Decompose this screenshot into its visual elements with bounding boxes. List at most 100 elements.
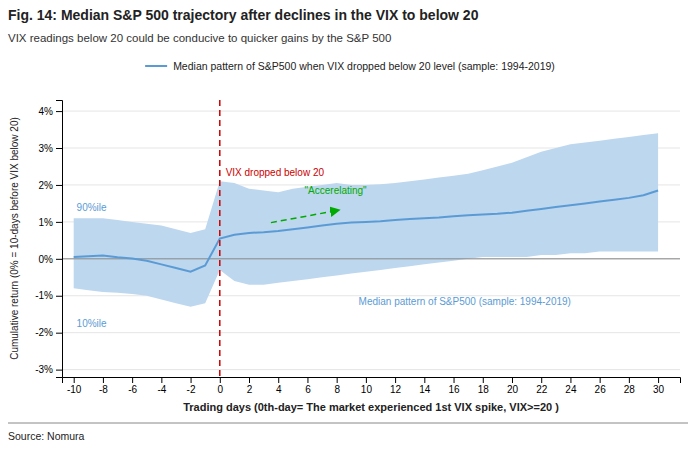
x-tick-mark	[220, 377, 221, 383]
source: Source: Nomura	[8, 430, 85, 442]
legend-swatch	[145, 65, 167, 67]
x-tick: 28	[624, 377, 636, 395]
zero-line	[62, 258, 680, 259]
x-tick-mark	[366, 377, 367, 383]
x-tick-mark	[191, 377, 192, 383]
separator	[8, 423, 688, 424]
x-tick-label: 8	[334, 384, 340, 395]
x-axis-title: Trading days (0th-day= The market experi…	[183, 401, 559, 413]
x-tick-mark	[629, 377, 630, 383]
grid-line	[62, 258, 680, 259]
x-tick-mark	[395, 377, 396, 383]
y-tick-label: -2%	[35, 327, 53, 338]
y-tick-mark	[56, 370, 62, 371]
y-axis-title: Cumulative return (0% = 10-days before V…	[9, 117, 20, 360]
x-tick-mark	[600, 377, 601, 383]
x-tick-label: 28	[624, 384, 636, 395]
annotations: VIX dropped below 20 "Accerelating" Median…	[77, 167, 571, 329]
x-tick: 26	[595, 377, 607, 395]
x-tick-label: 22	[536, 384, 548, 395]
x-tick-label: 12	[390, 384, 402, 395]
x-tick-mark	[74, 377, 75, 383]
grid	[62, 111, 680, 370]
x-tick-mark	[541, 377, 542, 383]
x-tick-label: 2	[247, 384, 253, 395]
x-tick: 0	[218, 377, 224, 395]
x-tick-mark	[454, 377, 455, 383]
legend: Median pattern of S&P500 when VIX droppe…	[145, 60, 555, 72]
x-tick-label: 0	[218, 384, 224, 395]
y-tick-label: -1%	[35, 290, 53, 301]
y-tick-label: 4%	[39, 106, 54, 117]
x-tick-label: 16	[448, 384, 460, 395]
y-tick: -2%	[35, 327, 62, 338]
x-tick-label: -2	[187, 384, 196, 395]
y-axis-line	[56, 101, 63, 378]
x-tick: 16	[448, 377, 460, 395]
y-tick-mark	[56, 333, 62, 334]
x-tick-label: 18	[478, 384, 490, 395]
x-tick: 10	[361, 377, 373, 395]
grid-line	[62, 332, 680, 333]
x-tick: 14	[419, 377, 431, 395]
y-tick-mark	[56, 148, 62, 149]
annotation: Median pattern of S&P500 (sample: 1994-2…	[359, 296, 571, 307]
x-tick: 30	[653, 377, 665, 395]
x-tick-mark	[570, 377, 571, 383]
y-tick: 3%	[39, 143, 62, 154]
annotation: 10%ile	[77, 318, 107, 329]
x-tick-label: 20	[507, 384, 519, 395]
x-tick-mark	[658, 377, 659, 383]
subtitle: VIX readings below 20 could be conducive…	[8, 32, 391, 44]
x-tick: 2	[247, 377, 253, 395]
x-tick: -6	[128, 377, 137, 395]
x-tick: 20	[507, 377, 519, 395]
x-tick-label: 30	[653, 384, 665, 395]
x-tick-label: 4	[276, 384, 282, 395]
median-line	[74, 190, 658, 271]
x-tick: -8	[99, 377, 108, 395]
x-axis-line	[63, 378, 681, 384]
x-tick-label: -6	[128, 384, 137, 395]
x-tick-mark	[512, 377, 513, 383]
x-tick-mark	[249, 377, 250, 383]
x-tick-label: -4	[157, 384, 166, 395]
x-tick-mark	[161, 377, 162, 383]
annotation: 90%ile	[77, 202, 107, 213]
x-tick-mark	[103, 377, 104, 383]
y-tick-mark	[56, 111, 62, 112]
grid-line	[62, 369, 680, 370]
annotation: "Accerelating"	[305, 185, 368, 196]
x-tick: -4	[157, 377, 166, 395]
x-tick: -10	[67, 377, 82, 395]
x-axis: -10-8-6-4-2024681012141618202224262830	[63, 377, 681, 395]
x-tick: -2	[187, 377, 196, 395]
x-tick-mark	[483, 377, 484, 383]
chart-svg: Fig. 14: Median S&P 500 trajectory after…	[0, 0, 700, 449]
y-tick-label: 0%	[39, 254, 54, 265]
x-tick-label: -10	[67, 384, 82, 395]
band-area	[74, 133, 658, 307]
x-tick-label: 10	[361, 384, 373, 395]
x-tick-mark	[337, 377, 338, 383]
x-tick-mark	[132, 377, 133, 383]
y-tick-mark	[56, 185, 62, 186]
y-tick: -3%	[35, 364, 62, 375]
y-tick-label: -3%	[35, 364, 53, 375]
x-tick-mark	[424, 377, 425, 383]
annotation: VIX dropped below 20	[226, 167, 325, 178]
x-tick: 12	[390, 377, 402, 395]
y-axis: -3% -2% -1% 0% 1% 2% 3% 4%	[35, 101, 62, 378]
y-tick: -1%	[35, 290, 62, 301]
x-tick-label: 26	[595, 384, 607, 395]
x-tick: 4	[276, 377, 282, 395]
x-tick: 6	[305, 377, 311, 395]
y-tick: 2%	[39, 180, 62, 191]
y-tick-label: 1%	[39, 217, 54, 228]
y-tick: 0%	[39, 254, 62, 265]
x-tick-mark	[278, 377, 279, 383]
arrow	[271, 210, 340, 223]
x-tick-label: 24	[565, 384, 577, 395]
legend-item: Median pattern of S&P500 when VIX droppe…	[145, 60, 555, 72]
plot-area: -10-8-6-4-2024681012141618202224262830-3…	[35, 100, 680, 395]
